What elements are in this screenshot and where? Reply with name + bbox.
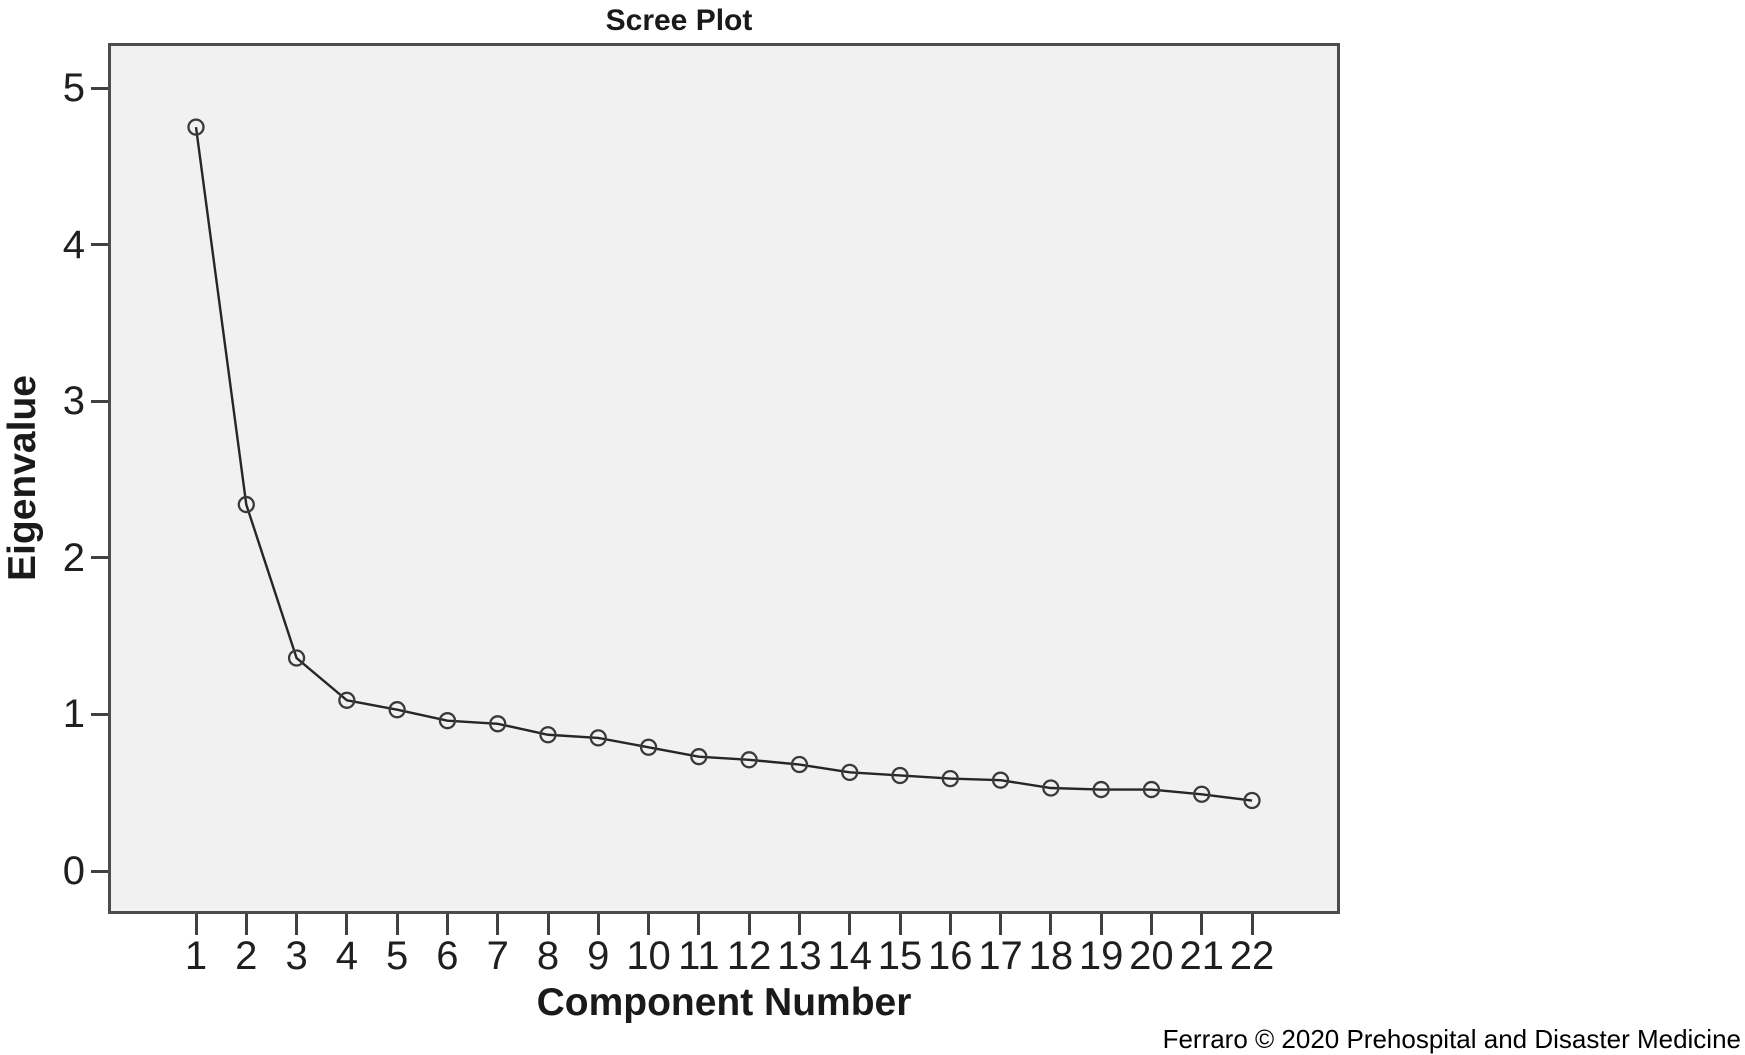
data-point-marker (1193, 785, 1211, 803)
x-tick-mark (1250, 914, 1254, 935)
data-point-marker (187, 118, 205, 136)
x-tick-label: 6 (436, 934, 459, 978)
data-point-marker (639, 738, 658, 756)
x-tick-label: 3 (285, 934, 308, 978)
y-tick-mark (91, 399, 108, 403)
x-tick-mark (194, 914, 198, 935)
x-tick-mark (797, 914, 801, 935)
x-tick-mark (948, 914, 952, 935)
y-tick-label: 2 (62, 535, 85, 580)
chart-title: Scree Plot (605, 4, 753, 37)
x-tick-label: 20 (1129, 934, 1174, 978)
x-tick-label: 13 (777, 934, 822, 978)
y-axis-title: Eigenvalue (1, 375, 44, 581)
x-tick-label: 16 (928, 934, 973, 978)
x-tick-label: 2 (235, 934, 258, 978)
x-tick-label: 14 (827, 934, 872, 978)
data-point-marker (690, 748, 708, 766)
x-tick-label: 4 (335, 934, 358, 978)
data-point-marker (991, 771, 1010, 789)
x-tick-label: 8 (536, 934, 560, 978)
x-tick-label: 12 (726, 934, 772, 978)
y-tick-label: 5 (62, 66, 85, 110)
x-tick-mark (898, 914, 902, 935)
data-point-marker (891, 766, 909, 785)
data-point-marker (539, 726, 557, 744)
x-tick-label: 11 (678, 934, 720, 978)
data-point-marker (790, 755, 809, 774)
y-tick-mark (91, 556, 108, 560)
y-tick-mark (91, 712, 108, 716)
x-tick-label: 19 (1078, 934, 1124, 978)
x-tick-mark (395, 914, 399, 935)
x-tick-label: 7 (486, 934, 509, 978)
x-tick-label: 1 (184, 934, 208, 978)
x-tick-label: 9 (587, 934, 610, 978)
y-tick-mark (91, 86, 108, 90)
eigenvalue-data-line (194, 126, 1253, 802)
x-tick-mark (747, 914, 751, 935)
x-tick-mark (697, 914, 701, 935)
x-tick-mark (647, 914, 651, 935)
data-point-marker (489, 715, 507, 733)
data-point-marker (740, 751, 758, 769)
data-point-marker (237, 495, 255, 514)
x-tick-mark (244, 914, 248, 935)
x-tick-mark (546, 914, 550, 935)
x-tick-mark (1099, 914, 1103, 935)
x-tick-label: 17 (978, 934, 1023, 978)
data-point-marker (1042, 779, 1060, 797)
y-tick-label: 1 (62, 692, 85, 737)
x-tick-mark (445, 914, 449, 935)
x-tick-mark (1149, 914, 1153, 935)
x-tick-mark (345, 914, 349, 935)
x-axis-title: Component Number (536, 981, 912, 1024)
data-point-marker (287, 649, 306, 667)
data-point-marker (338, 691, 356, 709)
x-tick-mark (999, 914, 1003, 935)
data-point-marker (1142, 780, 1161, 799)
y-tick-mark (91, 869, 108, 873)
x-tick-mark (496, 914, 500, 935)
y-tick-label: 4 (62, 222, 85, 267)
x-tick-mark (295, 914, 299, 935)
attribution-text: Ferraro © 2020 Prehospital and Disaster … (1162, 1024, 1741, 1054)
data-point-marker (1092, 780, 1110, 799)
x-tick-label: 15 (877, 934, 923, 978)
data-point-marker (1243, 791, 1261, 810)
data-point-marker (589, 729, 607, 747)
data-point-marker (841, 763, 859, 781)
scree-line-chart (187, 118, 1261, 810)
x-tick-label: 18 (1028, 934, 1074, 978)
data-point-marker (438, 712, 457, 730)
data-point-marker (388, 701, 406, 719)
y-tick-mark (91, 243, 108, 247)
x-tick-mark (1200, 914, 1204, 935)
x-tick-mark (596, 914, 600, 935)
y-tick-label: 3 (62, 379, 85, 424)
x-tick-label: 10 (626, 934, 671, 978)
data-point-marker (941, 769, 959, 788)
y-tick-label: 0 (62, 849, 85, 893)
x-tick-label: 21 (1179, 934, 1224, 978)
x-tick-mark (1049, 914, 1053, 935)
x-tick-label: 5 (386, 934, 409, 978)
x-tick-label: 22 (1229, 934, 1275, 978)
x-tick-mark (848, 914, 852, 935)
plot-area (108, 43, 1340, 914)
